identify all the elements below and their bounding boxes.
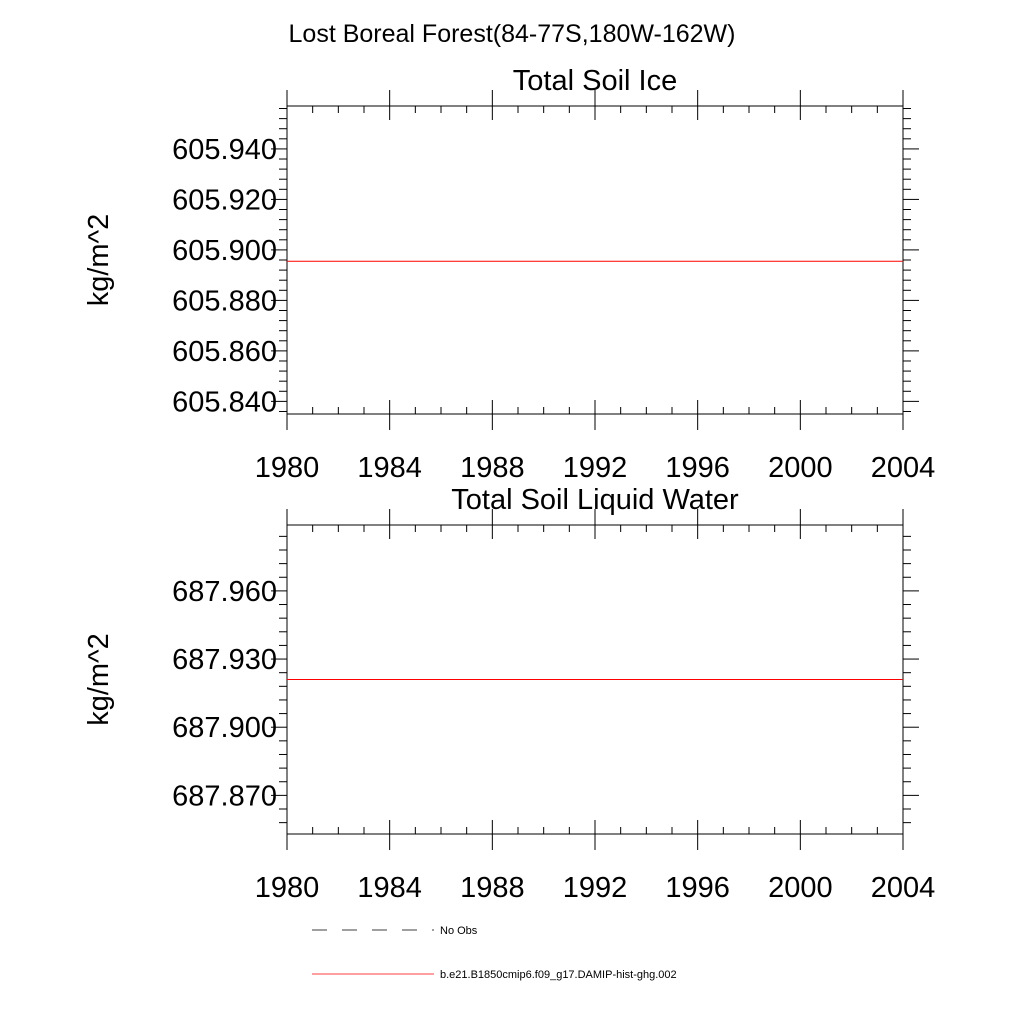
y-tick-label-687-93: 687.930 bbox=[172, 644, 277, 676]
y-tick-label-605-88: 605.880 bbox=[172, 285, 277, 317]
x-tick-label-1980: 1980 bbox=[255, 872, 320, 904]
legend-entry-model: b.e21.B1850cmip6.f09_g17.DAMIP-hist-ghg.… bbox=[312, 969, 677, 981]
y-tick-label-605-84: 605.840 bbox=[172, 386, 277, 418]
x-tick-label-2000: 2000 bbox=[768, 872, 833, 904]
x-tick-label-1988: 1988 bbox=[460, 872, 525, 904]
y-tick-label-687-96: 687.960 bbox=[172, 576, 277, 608]
y-tick-label-605-92: 605.920 bbox=[172, 184, 277, 216]
y-tick-label-605-86: 605.860 bbox=[172, 336, 277, 368]
y-tick-label-605-94: 605.940 bbox=[172, 134, 277, 166]
panel-total-soil-liquid-water: Total Soil Liquid Waterkg/m^2687.870687.… bbox=[83, 484, 935, 904]
x-tick-label-1984: 1984 bbox=[357, 872, 422, 904]
x-tick-label-1992: 1992 bbox=[563, 452, 628, 484]
x-tick-label-1996: 1996 bbox=[665, 872, 730, 904]
x-tick-label-2000: 2000 bbox=[768, 452, 833, 484]
y-tick-label-687-9: 687.900 bbox=[172, 712, 277, 744]
panel-total-soil-ice: Total Soil Icekg/m^2605.840605.860605.88… bbox=[83, 65, 935, 484]
x-tick-label-1992: 1992 bbox=[563, 872, 628, 904]
x-tick-label-2004: 2004 bbox=[871, 452, 936, 484]
legend-label-model: b.e21.B1850cmip6.f09_g17.DAMIP-hist-ghg.… bbox=[440, 969, 677, 981]
y-tick-label-605-9: 605.900 bbox=[172, 235, 277, 267]
x-tick-label-1996: 1996 bbox=[665, 452, 730, 484]
legend-entry-no-obs: No Obs bbox=[312, 925, 478, 937]
x-tick-label-1980: 1980 bbox=[255, 452, 320, 484]
y-tick-label-687-87: 687.870 bbox=[172, 780, 277, 812]
y-axis-label: kg/m^2 bbox=[83, 214, 115, 307]
x-tick-label-1988: 1988 bbox=[460, 452, 525, 484]
legend: No Obs b.e21.B1850cmip6.f09_g17.DAMIP-hi… bbox=[312, 925, 677, 981]
x-tick-label-2004: 2004 bbox=[871, 872, 936, 904]
y-axis-label: kg/m^2 bbox=[83, 633, 115, 726]
plot-frame bbox=[286, 105, 904, 415]
x-tick-label-1984: 1984 bbox=[357, 452, 422, 484]
figure-title: Lost Boreal Forest(84-77S,180W-162W) bbox=[289, 20, 736, 48]
legend-label-no-obs: No Obs bbox=[440, 925, 478, 937]
